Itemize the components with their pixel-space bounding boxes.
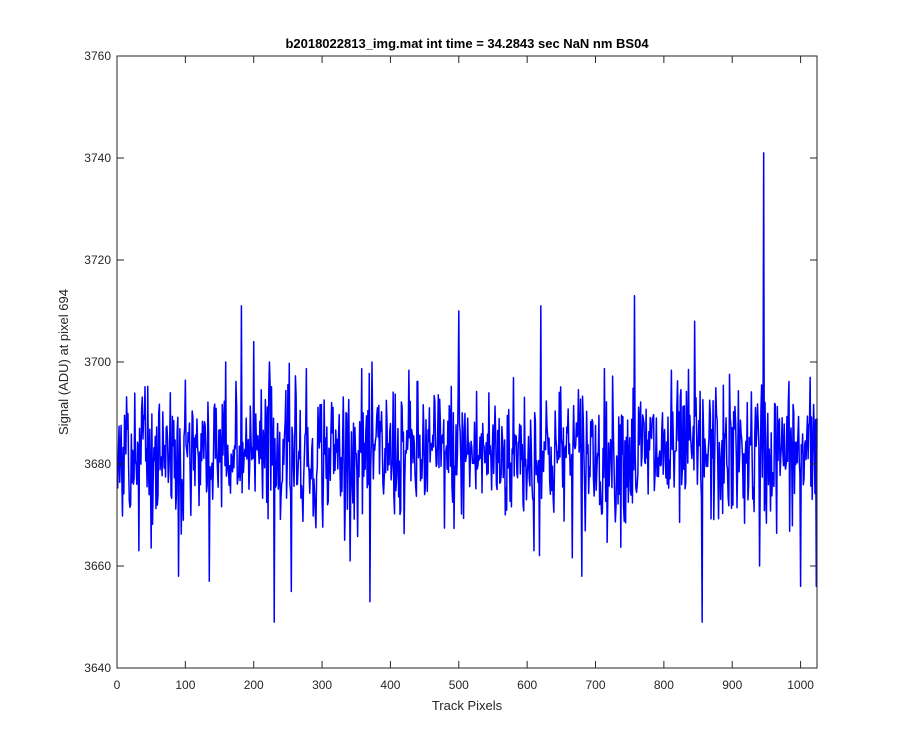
x-tick-label: 1000 (787, 678, 814, 692)
series-layer (116, 152, 818, 623)
x-tick-label: 200 (244, 678, 264, 692)
x-tick-label: 800 (654, 678, 674, 692)
x-tick-label: 500 (449, 678, 469, 692)
x-tick-label: 100 (175, 678, 195, 692)
y-tick-label: 3660 (84, 559, 111, 573)
y-tick-label: 3680 (84, 457, 111, 471)
plot-area (117, 56, 817, 668)
x-tick-label: 400 (380, 678, 400, 692)
x-tick-label: 900 (722, 678, 742, 692)
y-tick-label: 3760 (84, 49, 111, 63)
y-tick-label: 3640 (84, 661, 111, 675)
y-axis-label: Signal (ADU) at pixel 694 (56, 289, 71, 435)
x-tick-label: 0 (114, 678, 121, 692)
y-tick-label: 3740 (84, 151, 111, 165)
y-tick-label: 3700 (84, 355, 111, 369)
x-tick-label: 600 (517, 678, 537, 692)
x-tick-label: 700 (586, 678, 606, 692)
ticks-layer: 0 100 200 300 400 500 600 700 800 900 1000 3640 3660… (84, 49, 817, 692)
y-tick-label: 3720 (84, 253, 111, 267)
series-line (116, 152, 818, 623)
chart-title: b2018022813_img.mat int time = 34.2843 s… (285, 36, 649, 51)
x-tick-label: 300 (312, 678, 332, 692)
x-axis-label: Track Pixels (432, 698, 503, 713)
